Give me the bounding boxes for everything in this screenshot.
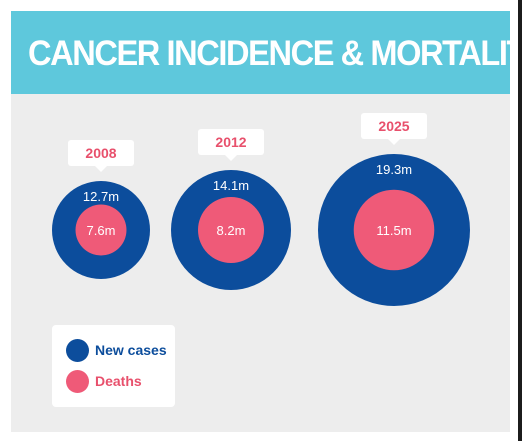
page-title: CANCER INCIDENCE & MORTALITY	[28, 34, 522, 73]
legend-label-new-cases: New cases	[95, 342, 167, 358]
year-callout-2012	[198, 129, 264, 155]
header-banner	[11, 11, 510, 94]
bubble-deaths-2025	[353, 189, 435, 271]
legend-label-deaths: Deaths	[95, 373, 142, 389]
year-callout-pointer-2008	[95, 166, 107, 172]
top-border	[0, 0, 522, 11]
label-deaths-2025: 11.5m	[376, 223, 411, 238]
year-label-2008: 2008	[85, 145, 116, 161]
legend-swatch-deaths	[66, 370, 89, 393]
year-label-2025: 2025	[378, 118, 409, 134]
label-new-cases-2008: 12.7m	[83, 189, 119, 204]
label-deaths-2012: 8.2m	[217, 223, 246, 238]
bubble-deaths-2012	[198, 197, 264, 263]
year-callout-2008	[68, 140, 134, 166]
label-new-cases-2012: 14.1m	[213, 178, 249, 193]
bubble-deaths-2008	[75, 204, 127, 256]
year-callout-pointer-2012	[225, 155, 237, 161]
label-new-cases-2025: 19.3m	[376, 162, 412, 177]
legend: New cases Deaths	[52, 325, 175, 407]
year-callout-pointer-2025	[388, 139, 400, 145]
window-edge	[518, 0, 522, 441]
year-callout-2025	[361, 113, 427, 139]
year-label-2012: 2012	[215, 134, 246, 150]
legend-swatch-new-cases	[66, 339, 89, 362]
label-deaths-2008: 7.6m	[87, 223, 116, 238]
